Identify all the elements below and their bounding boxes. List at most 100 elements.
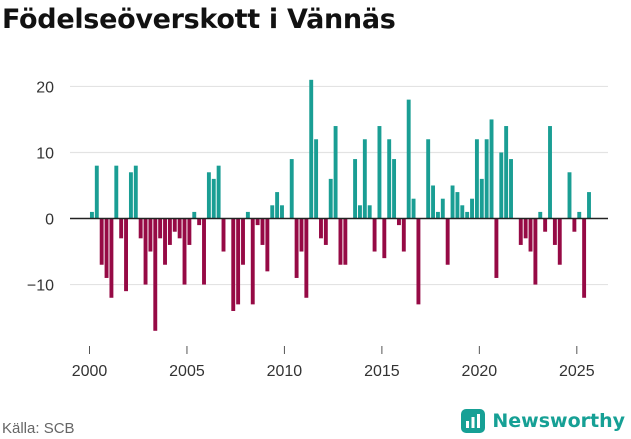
bar-negative bbox=[382, 218, 387, 259]
bar-positive bbox=[455, 192, 460, 219]
bar-negative bbox=[177, 218, 182, 239]
bar-negative bbox=[343, 218, 348, 265]
bar-positive bbox=[548, 126, 552, 219]
bar-positive bbox=[358, 205, 362, 219]
bar-positive bbox=[377, 126, 382, 219]
bar-positive bbox=[435, 211, 440, 219]
x-tick-label: 2015 bbox=[364, 363, 400, 380]
bar-negative bbox=[543, 218, 548, 232]
bar-negative bbox=[104, 218, 109, 278]
bar-positive bbox=[280, 205, 284, 219]
bar-positive bbox=[128, 172, 133, 219]
bar-negative bbox=[445, 218, 450, 265]
bar-positive bbox=[216, 165, 221, 219]
bar-positive bbox=[411, 198, 416, 219]
bar-negative bbox=[158, 218, 163, 239]
brand-logo[interactable]: Newsworthy bbox=[460, 408, 625, 434]
bar-negative bbox=[518, 218, 523, 245]
bar-negative bbox=[182, 218, 187, 285]
bar-positive bbox=[133, 165, 138, 219]
bar-positive bbox=[353, 159, 358, 219]
bar-negative bbox=[323, 218, 328, 245]
bar-positive bbox=[192, 211, 197, 219]
bar-positive bbox=[362, 139, 367, 219]
bar-positive bbox=[504, 126, 509, 219]
source-note: Källa: SCB bbox=[2, 420, 75, 437]
bar-positive bbox=[577, 211, 582, 219]
bar-negative bbox=[163, 218, 167, 265]
bar-positive bbox=[499, 152, 504, 219]
bar-positive bbox=[426, 139, 431, 219]
bar-positive bbox=[206, 172, 211, 219]
bar-positive bbox=[275, 192, 280, 219]
bar-negative bbox=[582, 218, 587, 298]
brand-name: Newsworthy bbox=[492, 410, 625, 432]
bar-negative bbox=[236, 218, 241, 305]
bar-positive bbox=[489, 119, 494, 219]
bar-positive bbox=[309, 79, 314, 219]
bar-positive bbox=[392, 159, 397, 219]
y-tick-label: 20 bbox=[36, 79, 54, 96]
bar-positive bbox=[474, 139, 479, 219]
bar-positive bbox=[470, 198, 474, 219]
bar-positive bbox=[479, 178, 484, 219]
y-tick-label: 10 bbox=[36, 145, 54, 162]
bar-positive bbox=[328, 178, 333, 219]
bar-positive bbox=[270, 205, 275, 219]
bar-positive bbox=[89, 211, 94, 219]
bar-negative bbox=[299, 218, 304, 252]
bar-negative bbox=[231, 218, 236, 311]
bar-positive bbox=[431, 185, 435, 219]
bar-positive bbox=[314, 139, 319, 219]
bar-negative bbox=[494, 218, 499, 278]
bar-negative bbox=[148, 218, 153, 252]
bar-negative bbox=[202, 218, 206, 285]
x-tick-label: 2000 bbox=[72, 363, 108, 380]
bar-negative bbox=[523, 218, 528, 239]
bar-negative bbox=[221, 218, 226, 252]
bar-positive bbox=[450, 185, 455, 219]
bar-negative bbox=[167, 218, 172, 245]
bar-negative bbox=[143, 218, 148, 285]
x-tick-label: 2025 bbox=[559, 363, 595, 380]
bar-negative bbox=[338, 218, 343, 265]
bar-negative bbox=[552, 218, 557, 245]
bar-positive bbox=[440, 198, 445, 219]
bar-positive bbox=[245, 211, 250, 219]
bar-chart-logo-icon bbox=[461, 409, 486, 433]
bar-negative bbox=[197, 218, 202, 226]
x-tick-label: 2005 bbox=[169, 363, 205, 380]
bar-negative bbox=[319, 218, 323, 239]
bar-negative bbox=[528, 218, 533, 252]
bar-negative bbox=[304, 218, 309, 298]
bar-negative bbox=[99, 218, 104, 265]
bar-negative bbox=[260, 218, 265, 245]
bar-negative bbox=[124, 218, 128, 292]
bar-negative bbox=[533, 218, 538, 285]
bar-negative bbox=[153, 218, 158, 331]
chart-title: Födelseöverskott i Vännäs bbox=[2, 4, 396, 35]
bar-positive bbox=[460, 205, 465, 219]
bar-positive bbox=[114, 165, 119, 219]
bar-positive bbox=[94, 165, 99, 219]
bar-negative bbox=[138, 218, 143, 239]
bar-positive bbox=[484, 139, 489, 219]
bar-positive bbox=[367, 205, 372, 219]
bar-negative bbox=[265, 218, 270, 272]
bar-negative bbox=[372, 218, 377, 252]
bar-positive bbox=[211, 178, 216, 219]
y-tick-label: 0 bbox=[45, 212, 54, 229]
bar-positive bbox=[538, 211, 543, 219]
bar-positive bbox=[509, 159, 513, 219]
bar-negative bbox=[401, 218, 406, 252]
x-tick-label: 2010 bbox=[267, 363, 303, 380]
bar-negative bbox=[557, 218, 562, 265]
bar-negative bbox=[250, 218, 255, 305]
bar-negative bbox=[572, 218, 577, 232]
bar-negative bbox=[119, 218, 124, 239]
bar-negative bbox=[241, 218, 245, 265]
bar-negative bbox=[255, 218, 260, 226]
bar-positive bbox=[465, 211, 470, 219]
bar-positive bbox=[587, 192, 591, 219]
bar-negative bbox=[187, 218, 192, 245]
